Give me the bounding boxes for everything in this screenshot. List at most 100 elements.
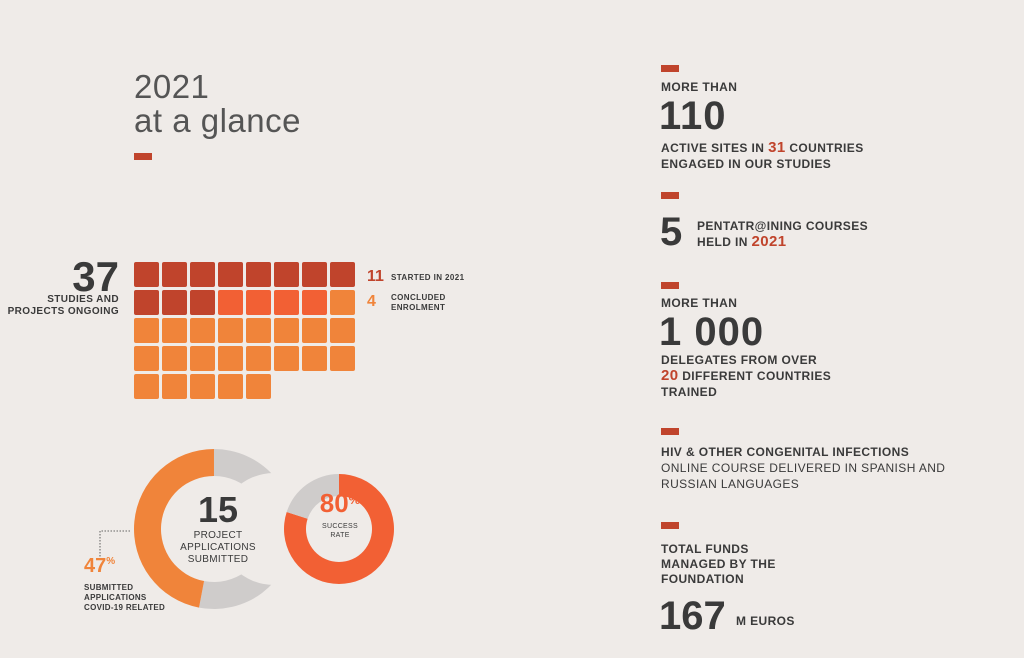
- study-cell: [134, 290, 159, 315]
- study-cell: [246, 346, 271, 371]
- courses-number: 5: [660, 210, 683, 254]
- study-cell: [330, 290, 355, 315]
- study-cell: [302, 318, 327, 343]
- studies-label-line1: STUDIES AND: [47, 294, 119, 305]
- study-cell: [246, 290, 271, 315]
- courses-description: PENTATR@INING COURSES HELD IN 2021: [697, 218, 868, 250]
- study-cell: [330, 346, 355, 371]
- study-cell: [246, 374, 271, 399]
- study-cell: [162, 262, 187, 287]
- delegates-number: 1 000: [659, 310, 765, 354]
- study-cell: [218, 262, 243, 287]
- funds-description: TOTAL FUNDS MANAGED BY THE FOUNDATION: [661, 542, 776, 587]
- funds-accent-bar: [661, 522, 679, 529]
- studies-label-line2: PROJECTS ONGOING: [7, 306, 119, 317]
- courses-year: 2021: [751, 233, 787, 250]
- applications-label-line2: APPLICATIONS: [180, 542, 256, 553]
- study-cell: [218, 318, 243, 343]
- funds-line2: MANAGED BY THE: [661, 557, 776, 571]
- unsuccessful-segment: [286, 474, 339, 519]
- study-cell: [302, 262, 327, 287]
- delegates-countries-count: 20: [661, 367, 679, 384]
- applications-label-line3: SUBMITTED: [187, 554, 249, 565]
- hiv-line1: ONLINE COURSE DELIVERED IN SPANISH AND: [661, 461, 946, 475]
- covid-percent-value: 47%: [84, 556, 115, 577]
- covid-percent-sign: %: [106, 556, 116, 567]
- hiv-title: HIV & OTHER CONGENITAL INFECTIONS: [661, 445, 910, 459]
- study-cell: [218, 290, 243, 315]
- covid-label-line3: COVID-19 RELATED: [84, 603, 166, 612]
- study-cell: [190, 318, 215, 343]
- title-subtitle: at a glance: [134, 102, 301, 139]
- study-cell: [330, 262, 355, 287]
- sites-line1-a: ACTIVE SITES IN: [661, 141, 769, 155]
- study-cell: [190, 290, 215, 315]
- studies-label: STUDIES AND PROJECTS ONGOING: [8, 294, 119, 318]
- concluded-label-line2: ENROLMENT: [391, 303, 446, 312]
- success-label: SUCCESS RATE: [308, 522, 372, 540]
- study-cell: [218, 374, 243, 399]
- concluded-count: 4: [367, 293, 376, 310]
- success-rate-value: 80%: [308, 490, 372, 517]
- study-cell: [330, 318, 355, 343]
- applications-covid-segment: [133, 449, 214, 608]
- sites-line1-b: COUNTRIES: [785, 141, 864, 155]
- applications-donuts: [99, 449, 394, 609]
- covid-label: SUBMITTED APPLICATIONS COVID-19 RELATED: [84, 583, 165, 613]
- success-donut: [284, 474, 394, 584]
- success-label-line2: RATE: [330, 532, 350, 539]
- study-cell: [246, 262, 271, 287]
- study-cell: [274, 262, 299, 287]
- success-percent-sign: %: [348, 492, 361, 507]
- study-cell: [246, 318, 271, 343]
- study-cell: [302, 290, 327, 315]
- courses-accent-bar: [661, 192, 679, 199]
- funds-number: 167: [659, 594, 726, 638]
- delegates-accent-bar: [661, 282, 679, 289]
- legend-concluded: 4 CONCLUDED ENROLMENT: [367, 293, 487, 313]
- delegates-line3: TRAINED: [661, 385, 718, 399]
- study-cell: [218, 346, 243, 371]
- study-cell: [162, 290, 187, 315]
- hiv-line2: RUSSIAN LANGUAGES: [661, 477, 800, 491]
- delegates-line1: DELEGATES FROM OVER: [661, 353, 818, 367]
- study-cell: [134, 346, 159, 371]
- funds-unit: M EUROS: [736, 614, 795, 628]
- sites-line2: ENGAGED IN OUR STUDIES: [661, 157, 832, 171]
- sites-accent-bar: [661, 65, 679, 72]
- funds-line3: FOUNDATION: [661, 572, 745, 586]
- funds-line1: TOTAL FUNDS: [661, 542, 749, 556]
- studies-total: 37: [72, 253, 119, 300]
- sites-countries-count: 31: [768, 139, 786, 156]
- study-cell: [274, 290, 299, 315]
- study-cell: [274, 346, 299, 371]
- study-cell: [134, 374, 159, 399]
- study-cell: [274, 318, 299, 343]
- delegates-line2-b: DIFFERENT COUNTRIES: [678, 369, 832, 383]
- study-cell: [162, 374, 187, 399]
- applications-label-line1: PROJECT: [193, 530, 243, 541]
- applications-label: PROJECT APPLICATIONS SUBMITTED: [168, 530, 268, 566]
- covid-percent: 47: [84, 555, 107, 577]
- page-title: 2021 at a glance: [134, 70, 301, 138]
- covid-connector-line: [99, 530, 130, 558]
- started-label: STARTED IN 2021: [391, 273, 465, 282]
- covid-label-line1: SUBMITTED: [84, 583, 134, 592]
- success-segment: [284, 474, 394, 584]
- success-label-line1: SUCCESS: [322, 523, 358, 530]
- delegates-prefix: MORE THAN: [661, 296, 738, 310]
- delegates-description: DELEGATES FROM OVER 20 DIFFERENT COUNTRI…: [661, 352, 831, 400]
- study-cell: [190, 262, 215, 287]
- applications-number: 15: [197, 489, 239, 530]
- sites-number: 110: [659, 94, 727, 138]
- study-cell: [162, 318, 187, 343]
- concluded-label: CONCLUDED ENROLMENT: [391, 293, 446, 313]
- study-cell: [190, 346, 215, 371]
- concluded-label-line1: CONCLUDED: [391, 293, 446, 302]
- study-cell: [162, 346, 187, 371]
- sites-description: ACTIVE SITES IN 31 COUNTRIES ENGAGED IN …: [661, 140, 864, 172]
- started-count: 11: [367, 268, 384, 285]
- title-accent-bar: [134, 153, 152, 160]
- success-percent: 80: [319, 488, 349, 518]
- hiv-description: HIV & OTHER CONGENITAL INFECTIONS ONLINE…: [661, 444, 945, 492]
